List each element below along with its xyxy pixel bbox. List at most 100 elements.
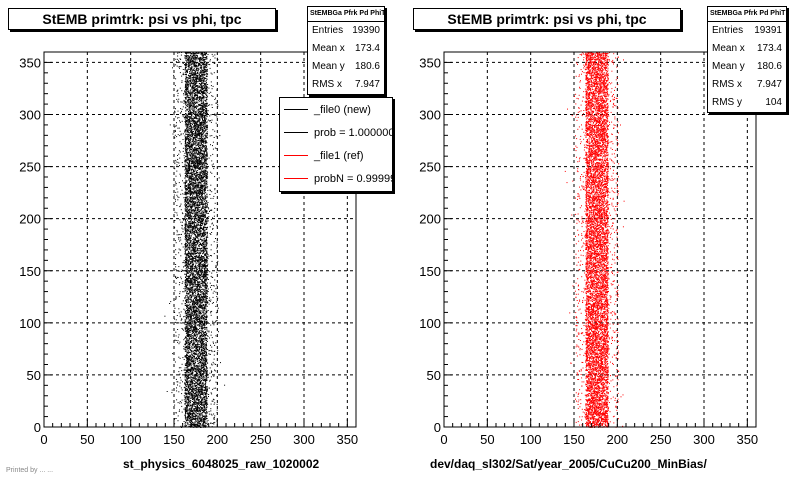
- data-point: [195, 331, 197, 333]
- data-point: [179, 205, 181, 207]
- data-point: [202, 376, 204, 378]
- data-point: [198, 176, 200, 177]
- data-point: [177, 110, 179, 112]
- data-point: [210, 219, 212, 221]
- data-point: [187, 173, 189, 174]
- data-point: [206, 286, 208, 288]
- data-point: [202, 420, 204, 422]
- data-point: [205, 358, 206, 359]
- data-point: [179, 270, 181, 272]
- data-point: [196, 380, 198, 382]
- data-point: [195, 111, 197, 113]
- data-point: [203, 294, 205, 296]
- data-point: [192, 112, 193, 114]
- data-point: [193, 392, 194, 393]
- data-point: [186, 305, 188, 307]
- data-point: [184, 68, 186, 70]
- data-point: [197, 79, 199, 80]
- data-point: [201, 350, 202, 351]
- data-point: [179, 58, 181, 60]
- data-point: [199, 301, 201, 303]
- data-point: [184, 264, 186, 266]
- data-point: [185, 218, 187, 220]
- data-point: [194, 337, 196, 339]
- data-point: [195, 201, 197, 203]
- data-point: [206, 113, 208, 114]
- data-point: [216, 102, 218, 104]
- data-point: [204, 307, 206, 308]
- data-point: [199, 218, 201, 219]
- data-point: [195, 184, 197, 186]
- data-point: [191, 418, 193, 420]
- data-point: [206, 184, 208, 186]
- data-point: [197, 304, 199, 306]
- data-point: [210, 255, 212, 256]
- data-point: [199, 339, 201, 341]
- data-point: [206, 86, 208, 88]
- data-point: [205, 296, 207, 298]
- data-point: [189, 331, 191, 333]
- data-point: [184, 135, 186, 137]
- data-point: [185, 66, 187, 68]
- data-point: [189, 97, 191, 99]
- data-point: [190, 374, 192, 376]
- data-point: [187, 267, 189, 269]
- data-point: [190, 244, 192, 246]
- data-point: [200, 147, 202, 149]
- data-point: [189, 295, 191, 296]
- data-point: [194, 73, 196, 74]
- data-point: [190, 78, 192, 80]
- data-point: [188, 188, 190, 190]
- data-point: [194, 359, 196, 361]
- data-point: [189, 362, 191, 364]
- data-point: [214, 176, 216, 178]
- data-point: [212, 228, 214, 230]
- data-point: [201, 255, 202, 257]
- data-point: [198, 163, 200, 165]
- data-point: [187, 389, 189, 390]
- data-point: [195, 280, 197, 282]
- data-point: [202, 155, 204, 157]
- data-point: [186, 310, 188, 311]
- data-point: [198, 228, 200, 230]
- data-point: [185, 385, 187, 386]
- data-point: [181, 243, 183, 245]
- data-point: [187, 281, 189, 283]
- data-point: [210, 249, 212, 251]
- data-point: [200, 70, 202, 72]
- data-point: [184, 289, 186, 291]
- data-point: [181, 318, 183, 320]
- data-point: [204, 180, 205, 182]
- data-point: [190, 269, 191, 271]
- data-point: [190, 412, 191, 414]
- data-point: [200, 296, 202, 298]
- data-point: [194, 306, 196, 308]
- data-point: [192, 90, 194, 92]
- data-point: [192, 202, 194, 204]
- data-point: [195, 217, 197, 219]
- data-point: [203, 59, 205, 61]
- data-point: [196, 273, 198, 275]
- data-point: [196, 210, 198, 211]
- data-point: [177, 161, 179, 163]
- data-point: [203, 363, 205, 365]
- data-point: [190, 319, 192, 321]
- data-point: [206, 206, 208, 208]
- data-point: [207, 335, 209, 337]
- data-point: [190, 251, 192, 253]
- data-point: [186, 274, 188, 276]
- data-point: [202, 106, 204, 107]
- data-point: [211, 160, 213, 162]
- data-point: [197, 292, 199, 294]
- data-point: [184, 219, 186, 220]
- data-point: [186, 189, 188, 191]
- data-point: [184, 374, 186, 376]
- data-point: [195, 271, 197, 273]
- data-point: [206, 367, 208, 369]
- data-point: [191, 253, 193, 255]
- data-point: [184, 246, 186, 248]
- data-point: [203, 241, 205, 243]
- data-point: [194, 138, 196, 139]
- data-point: [211, 331, 212, 333]
- data-point: [188, 67, 190, 69]
